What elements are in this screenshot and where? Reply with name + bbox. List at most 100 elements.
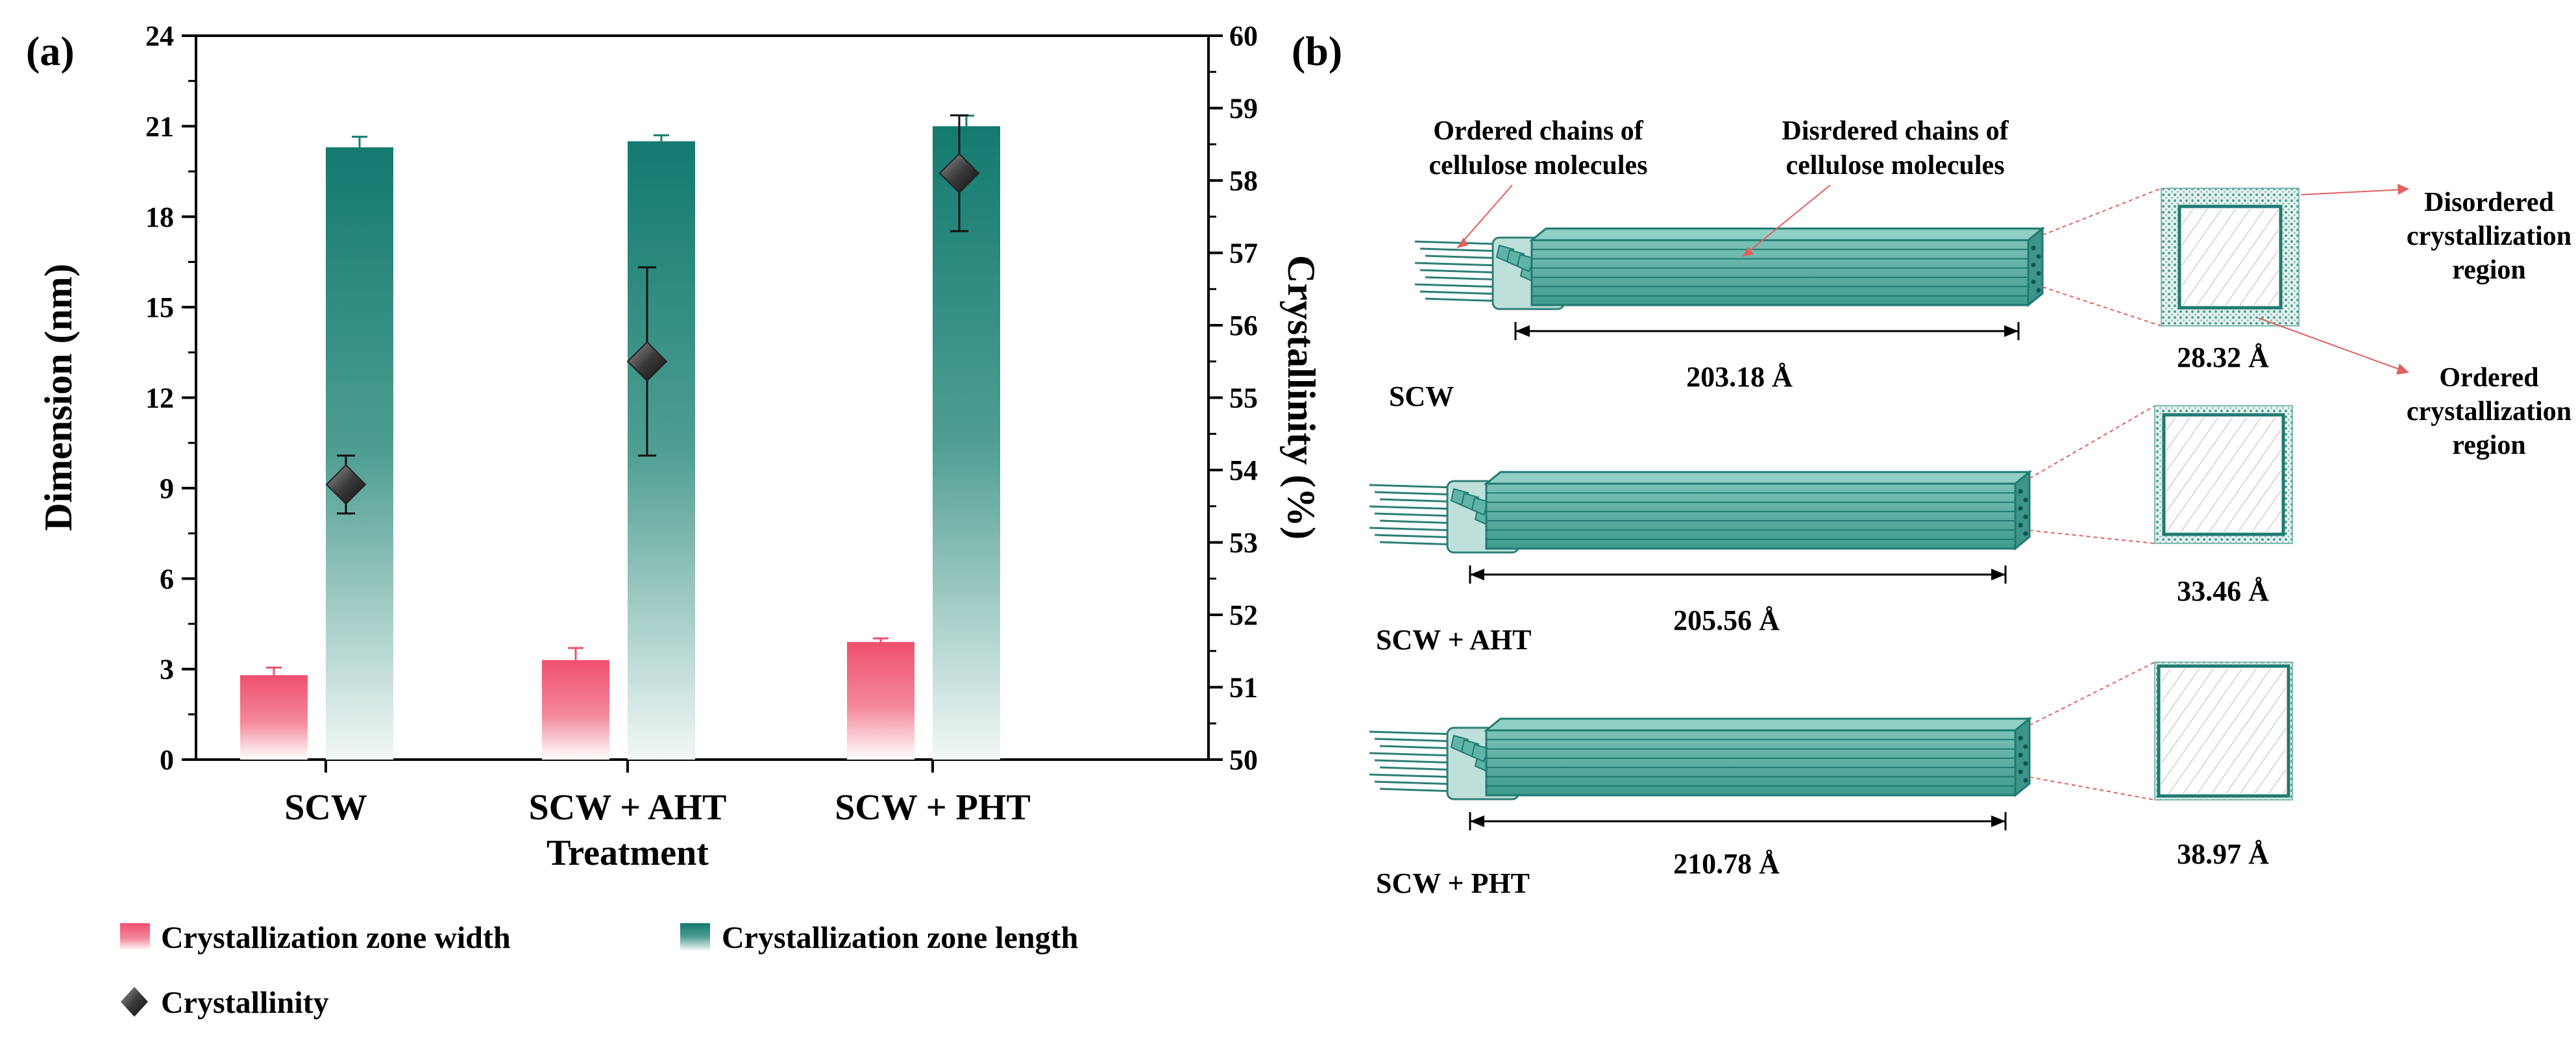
fibre-body-2 bbox=[1485, 729, 2017, 797]
category-label-2: SCW + PHT bbox=[835, 788, 1031, 828]
left-tick-label-4: 12 bbox=[145, 382, 174, 414]
disordered-chains-arrowhead bbox=[1743, 247, 1754, 256]
fibre-top-face-0 bbox=[1528, 227, 2046, 242]
crystallinity-markers bbox=[325, 114, 980, 515]
fibre-end-dot-0-3 bbox=[2036, 271, 2041, 276]
category-label-0: SCW bbox=[284, 788, 367, 828]
fibre-end-face-0 bbox=[2027, 226, 2044, 308]
length-arrow-right-1 bbox=[1991, 569, 2006, 580]
right-tick-label-6: 56 bbox=[1229, 310, 1258, 341]
fibre-end-dot-1-0 bbox=[2018, 489, 2023, 494]
crystallinity-marker-1 bbox=[626, 341, 668, 382]
disordered-region-arrowhead bbox=[2398, 184, 2409, 195]
y-axis-label: Dimension (nm) bbox=[37, 264, 80, 531]
leader-line-bottom-0 bbox=[2042, 286, 2162, 327]
right-tick-label-10: 60 bbox=[1229, 20, 1258, 52]
left-tick-label-2: 6 bbox=[160, 563, 174, 595]
ordered-region-line-3: region bbox=[2452, 430, 2526, 460]
fibre-end-dot-2-1 bbox=[2023, 744, 2028, 749]
ordered-chains-line-2: cellulose molecules bbox=[1429, 151, 1647, 180]
leader-line-bottom-1 bbox=[2029, 530, 2155, 544]
disordered-chains-line-2: cellulose molecules bbox=[1785, 151, 2004, 180]
width-bar-1 bbox=[542, 660, 609, 760]
right-tick-label-7: 57 bbox=[1229, 238, 1258, 269]
left-tick-label-8: 24 bbox=[145, 20, 174, 52]
fibre-top-face-2 bbox=[1483, 717, 2033, 732]
right-tick-label-3: 53 bbox=[1229, 527, 1258, 559]
fibre-row-2 bbox=[1369, 662, 2293, 830]
fibre-end-dot-1-2 bbox=[2018, 506, 2023, 511]
fibre-end-dot-1-3 bbox=[2023, 514, 2028, 519]
ordered-chains-line-1: Ordered chains of bbox=[1433, 116, 1644, 146]
x-axis-label: Treatment bbox=[546, 833, 709, 873]
cross-section-hatch-1 bbox=[2166, 417, 2281, 532]
length-bar-2 bbox=[933, 126, 1000, 760]
left-tick-label-5: 15 bbox=[145, 292, 174, 323]
length-label-0: 203.18 Å bbox=[1686, 361, 1793, 393]
fibre-end-dot-0-0 bbox=[2031, 245, 2036, 251]
fibre-end-dot-2-3 bbox=[2023, 761, 2028, 766]
right-tick-label-5: 55 bbox=[1229, 382, 1258, 414]
length-arrow-left-2 bbox=[1470, 815, 1484, 827]
fibre-top-face-1 bbox=[1483, 471, 2033, 485]
legend-label-length: Crystallization zone length bbox=[722, 921, 1078, 955]
left-tick-label-1: 3 bbox=[160, 654, 174, 686]
left-axis-ticks: 0 3 6 9 12 15 18 21 24 bbox=[145, 20, 934, 776]
length-bar-0 bbox=[326, 147, 393, 760]
fibre-end-face-2 bbox=[2014, 716, 2031, 798]
bar-marks bbox=[240, 114, 1000, 760]
fibre-end-dot-2-5 bbox=[2023, 778, 2028, 783]
sample-name-1: SCW + AHT bbox=[1376, 624, 1531, 656]
crystallinity-marker-2 bbox=[938, 153, 980, 194]
width-bar-2 bbox=[847, 641, 914, 760]
left-tick-label-6: 18 bbox=[145, 201, 174, 233]
right-tick-label-4: 54 bbox=[1229, 454, 1258, 486]
fibre-tangle-2-6 bbox=[1471, 743, 1490, 763]
ordered-chains-arrowhead bbox=[1457, 238, 1468, 248]
disordered-region-line-3: region bbox=[2452, 255, 2526, 285]
length-label-1: 205.56 Å bbox=[1673, 604, 1780, 636]
panel-b-diagram: (b) Ordered chains of cellulose molecule… bbox=[1292, 28, 2571, 899]
width-bar-0 bbox=[240, 675, 308, 760]
annotation-leaders bbox=[1456, 184, 2409, 375]
fibre-rows bbox=[1369, 184, 2409, 830]
fibre-end-dot-0-5 bbox=[2036, 288, 2041, 293]
leader-line-bottom-2 bbox=[2029, 776, 2155, 800]
fibre-end-dot-2-0 bbox=[2018, 736, 2023, 741]
ordered-region-leader bbox=[2258, 317, 2402, 371]
width-label-0: 28.32 Å bbox=[2177, 341, 2269, 373]
ordered-chains-leader bbox=[1456, 184, 1513, 249]
legend: Crystallization zone width Crystallizati… bbox=[120, 921, 1078, 1020]
sample-name-0: SCW bbox=[1389, 380, 1454, 412]
fibre-end-face-1 bbox=[2014, 469, 2031, 551]
fibre-tangle-1-6 bbox=[1471, 497, 1490, 516]
disordered-region-line-2: crystallization bbox=[2407, 221, 2571, 251]
category-label-1: SCW + AHT bbox=[529, 788, 727, 828]
right-tick-label-9: 59 bbox=[1229, 93, 1258, 125]
fibre-row-0 bbox=[1414, 188, 2300, 340]
right-tick-label-2: 52 bbox=[1229, 599, 1258, 631]
panel-a-chart: (a) 0 3 6 9 12 15 18 21 24 50 51 52 53 54 55 56 57 58 59 6… bbox=[26, 20, 1323, 1020]
width-label-1: 33.46 Å bbox=[2177, 575, 2269, 607]
ordered-region-line-2: crystallization bbox=[2407, 397, 2571, 427]
length-label-2: 210.78 Å bbox=[1673, 848, 1780, 880]
legend-label-crystallinity: Crystallinity bbox=[161, 986, 329, 1020]
length-arrow-left-0 bbox=[1515, 325, 1530, 337]
fibre-tangle-0-6 bbox=[1516, 253, 1536, 273]
fibre-end-dot-1-5 bbox=[2023, 531, 2028, 536]
right-tick-label-8: 58 bbox=[1229, 165, 1258, 197]
length-arrow-left-1 bbox=[1470, 569, 1484, 580]
fibre-end-dot-0-2 bbox=[2031, 262, 2036, 267]
legend-label-width: Crystallization zone width bbox=[161, 921, 511, 955]
left-tick-label-3: 9 bbox=[160, 473, 174, 504]
ordered-region-arrowhead bbox=[2396, 364, 2409, 375]
fibre-end-dot-0-4 bbox=[2031, 279, 2036, 284]
disordered-chains-leader bbox=[1742, 184, 1831, 257]
left-tick-label-7: 21 bbox=[145, 110, 174, 142]
crystallinity-marker-0 bbox=[325, 464, 367, 505]
fibre-end-dot-2-2 bbox=[2018, 752, 2023, 758]
fibre-end-dot-1-4 bbox=[2018, 523, 2023, 528]
ordered-region-line-1: Ordered bbox=[2439, 363, 2538, 393]
left-tick-label-0: 0 bbox=[160, 744, 174, 776]
legend-swatch-width bbox=[120, 923, 150, 950]
